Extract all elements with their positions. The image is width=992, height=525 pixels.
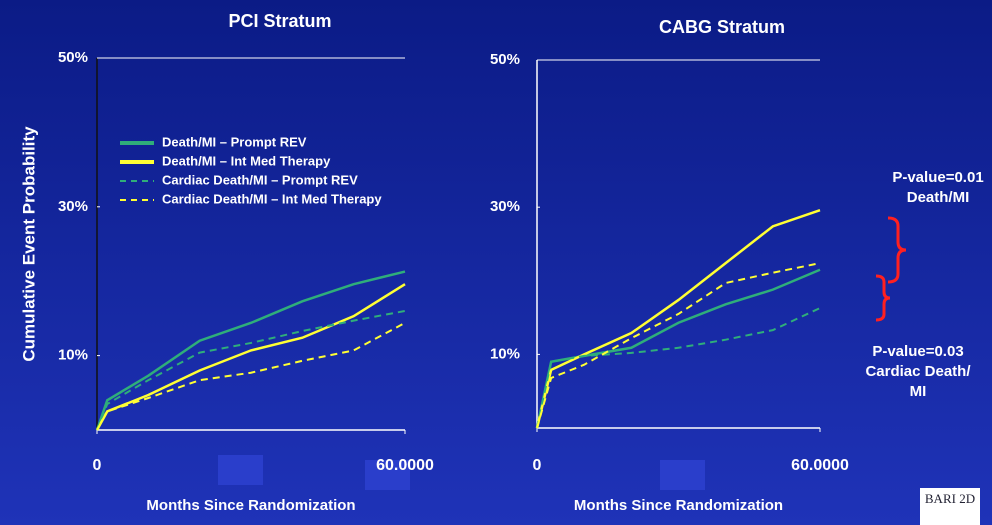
series-line: [96, 309, 406, 431]
y-tick-label: 50%: [490, 51, 520, 68]
chart-title: CABG Stratum: [659, 17, 785, 37]
annotation: Cardiac Death/: [865, 363, 971, 380]
annotation: P-value=0.03: [872, 343, 963, 360]
y-tick-label: 10%: [58, 347, 88, 364]
brace: [875, 274, 891, 322]
legend-label: Cardiac Death/MI – Int Med Therapy: [162, 191, 382, 206]
y-tick-label: 50%: [58, 49, 88, 66]
logo-box: [920, 488, 980, 525]
y-tick-label: 10%: [490, 345, 520, 362]
annotation: MI: [910, 383, 927, 400]
series-line: [536, 262, 821, 429]
legend-label: Cardiac Death/MI – Prompt REV: [162, 172, 358, 187]
y-tick-label: 30%: [58, 198, 88, 215]
series-line: [536, 307, 821, 429]
x-tick-label: 60.0000: [791, 457, 849, 474]
y-tick-label: 30%: [490, 198, 520, 215]
chart-title: PCI Stratum: [228, 11, 331, 31]
annotation: Death/MI: [907, 189, 970, 206]
logo-text: BARI 2D: [925, 491, 975, 506]
x-tick-label: 0: [533, 457, 542, 474]
series-line: [535, 208, 821, 429]
placeholder-box: [660, 460, 705, 490]
x-axis-label: Months Since Randomization: [574, 497, 783, 514]
annotation: P-value=0.01: [892, 169, 983, 186]
y-axis-label: Cumulative Event Probability: [19, 126, 38, 362]
legend-label: Death/MI – Int Med Therapy: [162, 153, 331, 168]
brace: [887, 216, 907, 284]
placeholder-box: [365, 460, 410, 490]
x-tick-label: 0: [93, 457, 102, 474]
x-axis-label: Months Since Randomization: [146, 497, 355, 514]
series-line: [95, 270, 406, 431]
x-tick-label: 60.0000: [376, 457, 434, 474]
series-line: [96, 321, 406, 431]
placeholder-box: [218, 455, 263, 485]
legend-label: Death/MI – Prompt REV: [162, 134, 307, 149]
